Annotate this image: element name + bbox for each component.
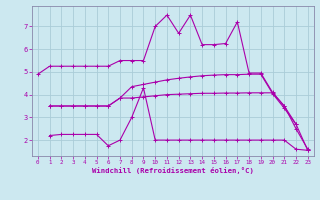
X-axis label: Windchill (Refroidissement éolien,°C): Windchill (Refroidissement éolien,°C) (92, 167, 254, 174)
